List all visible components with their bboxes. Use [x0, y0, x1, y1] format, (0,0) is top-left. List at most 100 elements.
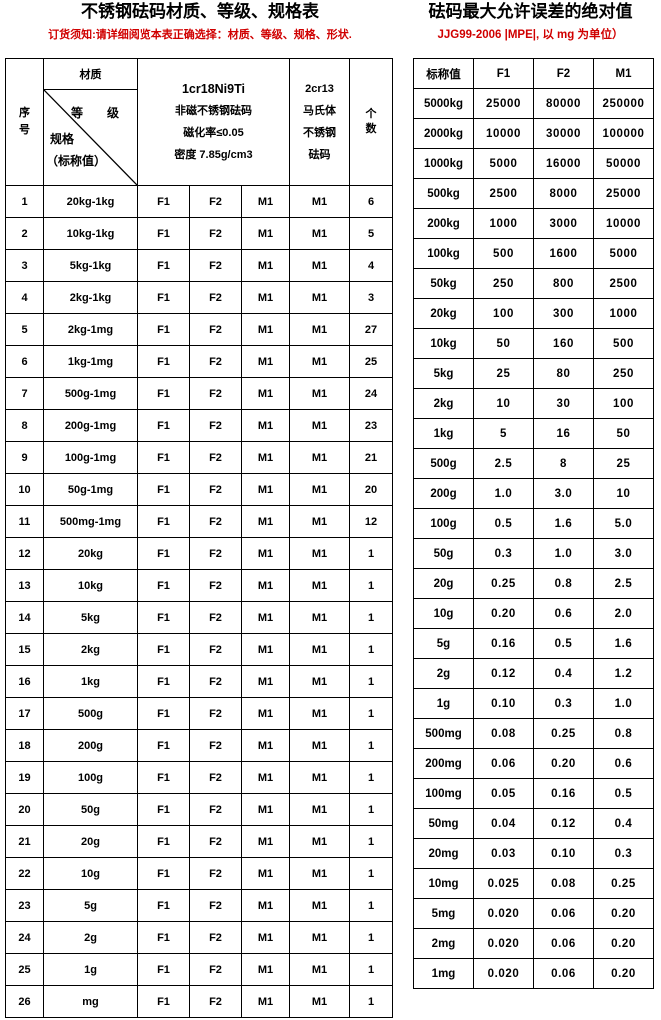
row-f2: F2 — [189, 441, 242, 474]
mpe-f2: 0.08 — [533, 868, 594, 899]
row-f1: F1 — [137, 985, 190, 1018]
mpe-f1: 250 — [473, 268, 534, 299]
mpe-m1: 25000 — [593, 178, 654, 209]
row-qty: 23 — [349, 409, 393, 442]
mpe-m1: 0.5 — [593, 778, 654, 809]
mpe-f2: 16 — [533, 418, 594, 449]
mpe-f2: 30000 — [533, 118, 594, 149]
mpe-m1: 25 — [593, 448, 654, 479]
row-f2: F2 — [189, 377, 242, 410]
steel-1cr-desc3: 密度 7.85g/cm3 — [174, 149, 253, 161]
mpe-f1: 1.0 — [473, 478, 534, 509]
mpe-f1: 10000 — [473, 118, 534, 149]
row-qty: 1 — [349, 537, 393, 570]
mpe-nominal: 100kg — [413, 238, 474, 269]
mpe-m1: 3.0 — [593, 538, 654, 569]
mpe-f2: 1600 — [533, 238, 594, 269]
mpe-nominal: 500mg — [413, 718, 474, 749]
mpe-col-nominal: 标称值 — [413, 58, 474, 89]
mpe-m1: 0.3 — [593, 838, 654, 869]
table-row: 20g 0.25 0.8 2.5 — [413, 568, 654, 599]
row-m1-b: M1 — [289, 633, 350, 666]
right-page-title: 砝码最大允许误差的绝对值 — [428, 2, 633, 21]
row-spec: 5kg-1kg — [43, 249, 138, 282]
row-qty: 1 — [349, 697, 393, 730]
row-spec: 10kg-1kg — [43, 217, 138, 250]
row-m1-a: M1 — [241, 185, 290, 218]
mpe-nominal: 100mg — [413, 778, 474, 809]
mpe-nominal: 100g — [413, 508, 474, 539]
row-m1-a: M1 — [241, 345, 290, 378]
mpe-f1: 25000 — [473, 88, 534, 119]
row-m1-a: M1 — [241, 697, 290, 730]
row-m1-b: M1 — [289, 537, 350, 570]
row-f1: F1 — [137, 249, 190, 282]
table-row: 1000kg 5000 16000 50000 — [413, 148, 654, 179]
mpe-nominal: 20kg — [413, 298, 474, 329]
row-m1-a: M1 — [241, 281, 290, 314]
mpe-col-f1: F1 — [473, 58, 534, 89]
row-spec: 5g — [43, 889, 138, 922]
row-f2: F2 — [189, 185, 242, 218]
table-row: 9 100g-1mg F1 F2 M1 M1 21 — [5, 441, 393, 474]
row-f1: F1 — [137, 537, 190, 570]
row-f1: F1 — [137, 633, 190, 666]
table-row: 50mg 0.04 0.12 0.4 — [413, 808, 654, 839]
row-f2: F2 — [189, 665, 242, 698]
header-steel-2cr13: 2cr13 马氏体 不锈钢 砝码 — [289, 58, 350, 186]
row-seq: 21 — [5, 825, 44, 858]
mpe-col-f2: F2 — [533, 58, 594, 89]
table-row: 10mg 0.025 0.08 0.25 — [413, 868, 654, 899]
mpe-m1: 0.20 — [593, 928, 654, 959]
mpe-nominal: 2g — [413, 658, 474, 689]
table-row: 18 200g F1 F2 M1 M1 1 — [5, 729, 393, 762]
row-f2: F2 — [189, 601, 242, 634]
row-qty: 1 — [349, 729, 393, 762]
mpe-nominal: 200kg — [413, 208, 474, 239]
steel-1cr-name: 1cr18Ni9Ti — [181, 82, 245, 96]
steel-2cr-desc3: 砝码 — [308, 149, 331, 161]
mpe-f1: 0.020 — [473, 958, 534, 989]
row-m1-a: M1 — [241, 889, 290, 922]
row-seq: 5 — [5, 313, 44, 346]
table-row: 2 10kg-1kg F1 F2 M1 M1 5 — [5, 217, 393, 250]
row-m1-a: M1 — [241, 313, 290, 346]
row-f1: F1 — [137, 441, 190, 474]
mpe-f1: 0.20 — [473, 598, 534, 629]
row-m1-b: M1 — [289, 889, 350, 922]
row-f1: F1 — [137, 793, 190, 826]
row-m1-a: M1 — [241, 921, 290, 954]
mpe-m1: 2500 — [593, 268, 654, 299]
row-qty: 1 — [349, 921, 393, 954]
mpe-nominal: 2mg — [413, 928, 474, 959]
row-f2: F2 — [189, 281, 242, 314]
mpe-f1: 0.04 — [473, 808, 534, 839]
mpe-f1: 0.25 — [473, 568, 534, 599]
row-seq: 9 — [5, 441, 44, 474]
row-seq: 20 — [5, 793, 44, 826]
row-spec: 2kg-1kg — [43, 281, 138, 314]
material-spec-table: 序 号 材质 1cr18Ni9Ti 非磁不锈钢砝码 磁化率≤0.05 密度 7.… — [5, 58, 393, 1018]
mpe-f2: 0.3 — [533, 688, 594, 719]
table-row: 20mg 0.03 0.10 0.3 — [413, 838, 654, 869]
table-row: 1mg 0.020 0.06 0.20 — [413, 958, 654, 989]
row-m1-a: M1 — [241, 473, 290, 506]
row-spec: 2kg-1mg — [43, 313, 138, 346]
row-qty: 25 — [349, 345, 393, 378]
row-m1-b: M1 — [289, 377, 350, 410]
mpe-m1: 250000 — [593, 88, 654, 119]
mpe-f2: 1.0 — [533, 538, 594, 569]
mpe-f2: 300 — [533, 298, 594, 329]
steel-2cr-desc1: 马氏体 — [303, 105, 336, 117]
table-row: 11 500mg-1mg F1 F2 M1 M1 12 — [5, 505, 393, 538]
table-row: 15 2kg F1 F2 M1 M1 1 — [5, 633, 393, 666]
mpe-f1: 2.5 — [473, 448, 534, 479]
mpe-f1: 0.10 — [473, 688, 534, 719]
mpe-f2: 16000 — [533, 148, 594, 179]
table-row: 500kg 2500 8000 25000 — [413, 178, 654, 209]
mpe-f2: 3.0 — [533, 478, 594, 509]
row-f1: F1 — [137, 377, 190, 410]
row-spec: 1kg-1mg — [43, 345, 138, 378]
row-qty: 1 — [349, 665, 393, 698]
row-f1: F1 — [137, 857, 190, 890]
